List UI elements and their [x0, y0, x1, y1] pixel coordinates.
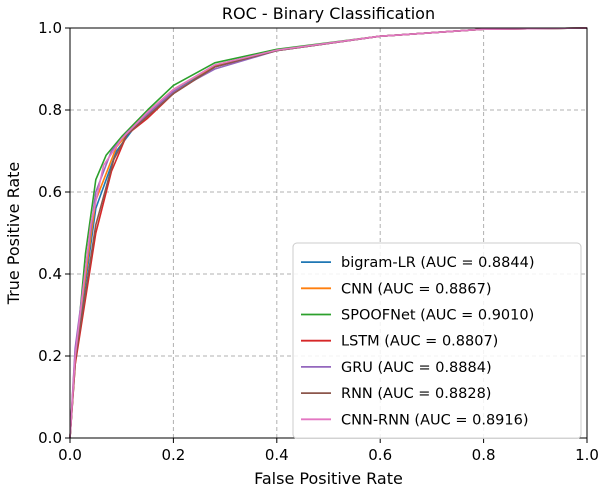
y-axis-label: True Positive Rate [4, 162, 23, 306]
series-line-6 [69, 27, 588, 439]
legend-box [292, 242, 582, 439]
x-tick-label: 0.8 [472, 446, 496, 464]
legend-label: bigram-LR (AUC = 0.8844) [341, 255, 534, 271]
series-lines [69, 27, 588, 439]
x-axis-label: False Positive Rate [254, 469, 403, 488]
legend-label: RNN (AUC = 0.8828) [341, 386, 491, 402]
x-tick-label: 0.0 [58, 446, 82, 464]
y-tick-label: 1.0 [38, 19, 62, 37]
y-tick-label: 0.4 [38, 265, 62, 283]
y-tick-label: 0.2 [38, 347, 62, 365]
legend-label: SPOOFNet (AUC = 0.9010) [341, 308, 534, 324]
legend: bigram-LR (AUC = 0.8844) CNN (AUC = 0.886… [292, 242, 582, 439]
y-tick-label: 0.0 [38, 429, 62, 447]
x-tick-label: 0.4 [265, 446, 289, 464]
legend-label: GRU (AUC = 0.8884) [341, 360, 492, 376]
x-tick-label: 0.2 [161, 446, 185, 464]
legend-label: CNN-RNN (AUC = 0.8916) [341, 412, 529, 428]
x-tick-label: 1.0 [575, 446, 599, 464]
legend-label: LSTM (AUC = 0.8807) [341, 334, 498, 350]
chart-title: ROC - Binary Classification [222, 4, 435, 23]
y-tick-label: 0.6 [38, 183, 62, 201]
y-tick-label: 0.8 [38, 101, 62, 119]
x-tick-label: 0.6 [368, 446, 392, 464]
axis-ticks: 0.0 0.2 0.4 0.6 0.8 1.0 0.0 0.2 0.4 0.6 0.8 1.0 [38, 19, 599, 464]
legend-label: CNN (AUC = 0.8867) [341, 281, 492, 297]
